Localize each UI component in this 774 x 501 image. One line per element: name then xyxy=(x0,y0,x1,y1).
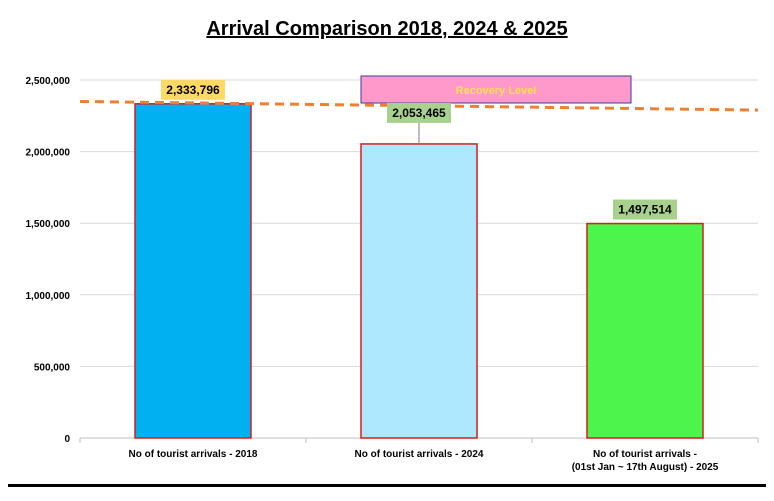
bar xyxy=(360,143,478,439)
y-tick-label: 1,000,000 xyxy=(26,291,71,302)
value-labels: 2,333,796 2,053,465 1,497,514 xyxy=(161,79,677,220)
annotation: Recovery Level xyxy=(360,75,632,104)
bars xyxy=(134,103,704,439)
value-label: 2,333,796 xyxy=(166,83,220,97)
y-tick-label: 500,000 xyxy=(34,362,71,373)
y-axis: 0 500,000 1,000,000 1,500,000 2,000,000 2,500… xyxy=(26,76,71,445)
x-category-label: (01st Jan ~ 17th August) - 2025 xyxy=(572,462,719,473)
bar xyxy=(586,222,704,439)
value-label-box xyxy=(387,102,451,123)
x-category-label: No of tourist arrivals - xyxy=(593,449,697,460)
value-label-box xyxy=(161,79,225,100)
bar xyxy=(134,103,252,439)
y-tick-label: 1,500,000 xyxy=(26,219,71,230)
y-tick-label: 0 xyxy=(64,434,70,445)
x-axis: No of tourist arrivals - 2018 No of touri… xyxy=(129,449,719,473)
chart-title: Arrival Comparison 2018, 2024 & 2025 xyxy=(206,18,568,40)
y-tick-label: 2,500,000 xyxy=(26,76,71,87)
trend-line xyxy=(79,99,759,112)
x-category-label: No of tourist arrivals - 2018 xyxy=(129,449,258,460)
y-tick-label: 2,000,000 xyxy=(26,148,71,159)
recovery-level-box xyxy=(360,75,632,104)
value-label: 2,053,465 xyxy=(392,106,446,120)
bottom-rule xyxy=(8,484,766,487)
value-label-box xyxy=(613,199,677,220)
recovery-level-label: Recovery Level xyxy=(456,85,537,97)
trend-line-dashed xyxy=(79,99,759,112)
x-category-label: No of tourist arrivals - 2024 xyxy=(355,449,484,460)
value-label: 1,497,514 xyxy=(618,203,672,217)
